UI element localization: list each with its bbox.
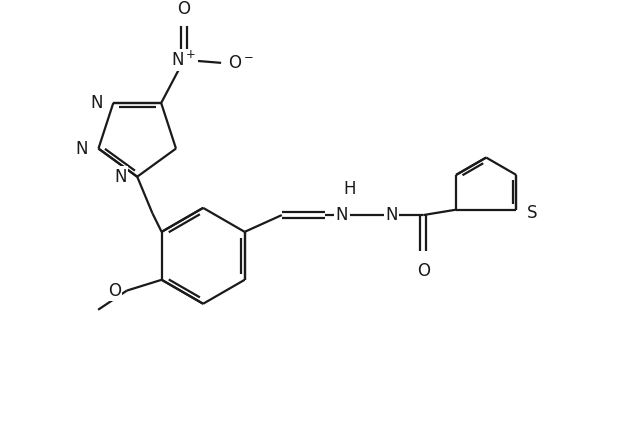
Text: O$^-$: O$^-$ xyxy=(228,54,254,72)
Text: N: N xyxy=(90,94,102,112)
Text: S: S xyxy=(527,204,538,222)
Text: N$^+$: N$^+$ xyxy=(172,50,196,69)
Text: O: O xyxy=(177,0,191,18)
Text: H: H xyxy=(343,180,356,198)
Text: N: N xyxy=(75,140,88,158)
Text: N: N xyxy=(114,168,127,186)
Text: N: N xyxy=(336,206,348,224)
Text: O: O xyxy=(417,262,429,280)
Text: N: N xyxy=(385,206,397,224)
Text: O: O xyxy=(108,282,121,300)
